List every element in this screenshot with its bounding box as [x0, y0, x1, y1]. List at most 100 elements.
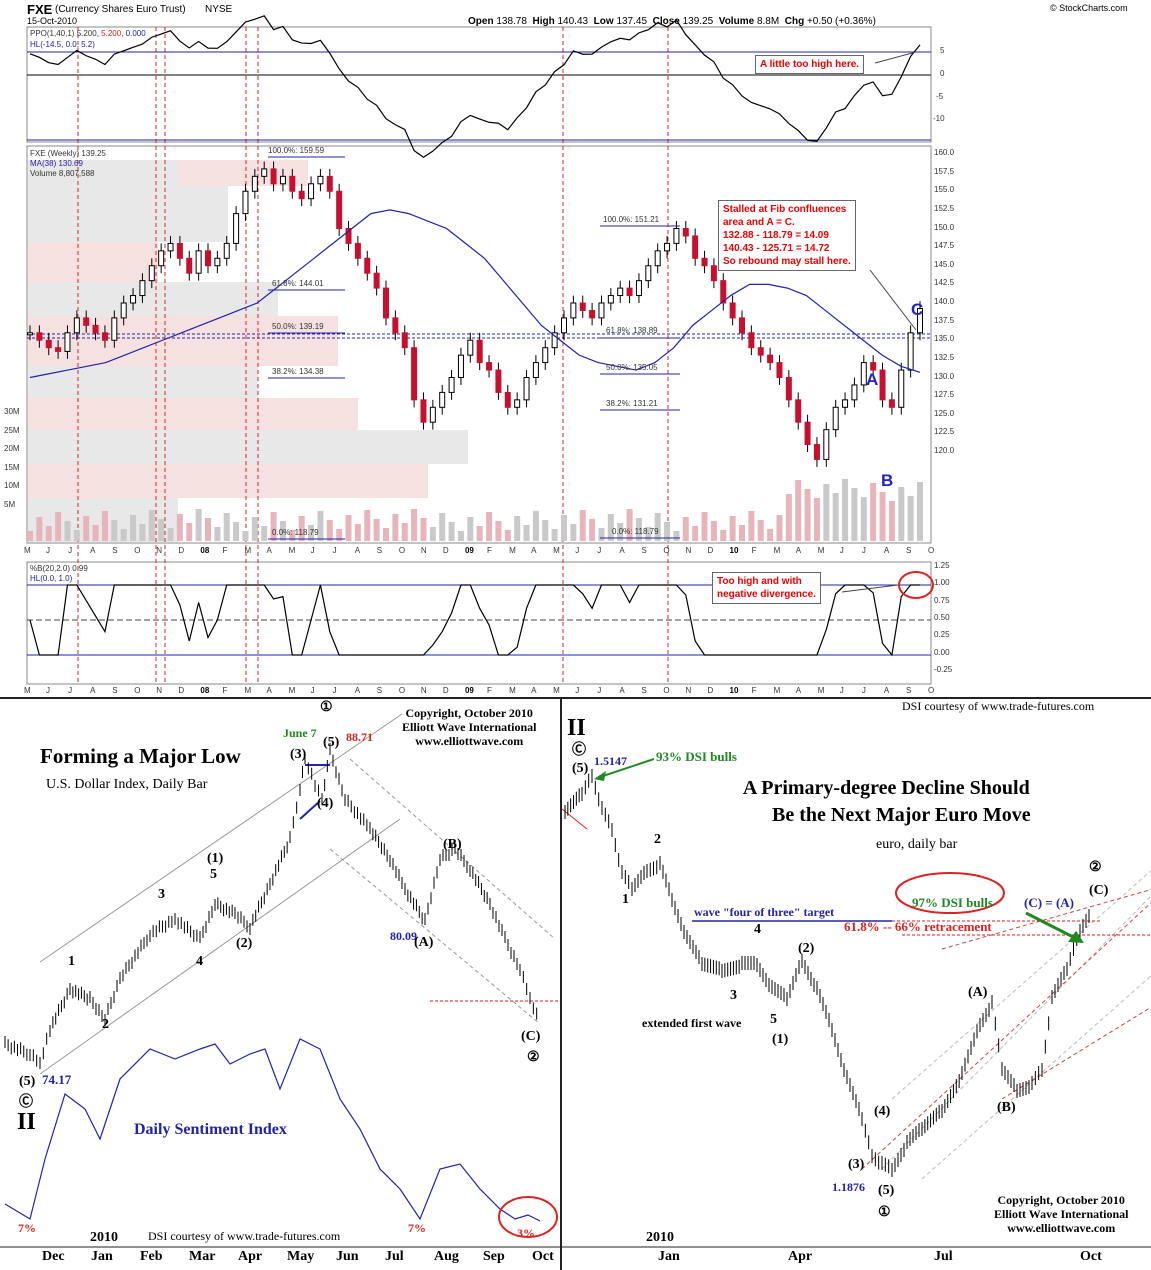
- volume-bar: [317, 511, 324, 541]
- x-tick: J: [597, 546, 602, 555]
- candle-body: [298, 190, 305, 200]
- price-note: Stalled at Fib confluences area and A = …: [718, 200, 856, 271]
- volume-bar: [785, 494, 792, 541]
- euro-wave-label: ②: [1089, 860, 1102, 875]
- volume-bar: [767, 529, 774, 541]
- volume-bar: [411, 509, 418, 541]
- fib1-label: 100.0%: 159.59: [268, 146, 325, 155]
- volume-bar: [729, 516, 736, 541]
- volume-bar: [589, 519, 596, 541]
- x-tick: J: [310, 546, 315, 555]
- candle-body: [570, 302, 577, 319]
- candle-body: [101, 332, 108, 341]
- euro-wave-label: 2: [654, 832, 661, 847]
- candle-body: [917, 308, 923, 334]
- volume-bar: [842, 479, 849, 541]
- volume-tick: 25M: [4, 425, 20, 435]
- x-tick: N: [156, 546, 163, 555]
- volume-bar: [598, 528, 605, 541]
- volume-bar: [429, 527, 436, 541]
- dollar-channel-lines: [39, 713, 403, 1075]
- volume-bar: [710, 521, 717, 541]
- price-tick: 147.5: [934, 241, 955, 251]
- candle-body: [420, 399, 427, 423]
- dollar-x-tick: Aug: [434, 1249, 459, 1264]
- candle-body: [411, 347, 418, 401]
- x-tick: A: [266, 686, 272, 695]
- price-tick: 130.0: [934, 371, 955, 381]
- x-tick: A: [90, 686, 96, 695]
- candle-body: [654, 250, 661, 267]
- candle-body: [888, 399, 895, 408]
- euro-channel-gray: [881, 870, 1151, 1180]
- ppo-tick: -10: [933, 114, 945, 123]
- ppo-panel-frame: [26, 26, 932, 143]
- dollar-wave-label: ①: [320, 700, 333, 715]
- euro-retrace-label: 61.8% -- 66% retracement: [844, 919, 992, 934]
- x-tick: A: [795, 546, 802, 555]
- volume-bar: [251, 517, 258, 541]
- candle-body: [785, 377, 792, 401]
- dollar-wave-label: II: [17, 1109, 36, 1135]
- ohlc-line: Open 138.78 High 140.43 Low 137.45 Close…: [468, 16, 876, 27]
- candle-body: [710, 265, 717, 282]
- candle-body: [429, 406, 436, 423]
- euro-red-mark: [562, 808, 588, 830]
- euro-dsi-circle: [895, 872, 1005, 914]
- candle-body: [167, 242, 174, 252]
- dsi-3pct: 3%: [517, 1226, 535, 1240]
- symbol-name: (Currency Shares Euro Trust): [55, 4, 186, 15]
- price-candles: [27, 161, 923, 467]
- candle-body: [326, 175, 333, 192]
- x-tick: O: [663, 546, 670, 555]
- x-tick: J: [575, 546, 580, 555]
- volume-bar: [364, 510, 371, 541]
- x-tick: A: [619, 686, 625, 695]
- volume-bar: [495, 521, 502, 541]
- dollar-x-tick: Mar: [189, 1249, 216, 1264]
- candle-body: [579, 302, 586, 311]
- volume-bar: [654, 513, 661, 541]
- x-tick: S: [641, 546, 647, 555]
- candle-body: [542, 347, 549, 364]
- volume-bar: [148, 510, 155, 541]
- volume-bar: [682, 517, 689, 541]
- pctb-tick: 0.00: [934, 647, 950, 657]
- euro-wave-label: ①: [878, 1205, 891, 1220]
- volume-bar: [457, 531, 464, 541]
- fib2-label: 61.8%: 138.89: [606, 326, 658, 335]
- x-tick: S: [376, 686, 383, 695]
- fib1-label: 61.8%: 144.01: [272, 279, 324, 288]
- ppo-note-pointer: [874, 51, 917, 64]
- candle-body: [308, 183, 315, 200]
- x-tick: M: [24, 546, 31, 555]
- watermark: © StockCharts.com: [1050, 3, 1128, 13]
- volume-bar: [64, 521, 71, 541]
- fib2-label: 100.0%: 151.21: [603, 215, 660, 224]
- dollar-wave-label: (C): [521, 1029, 541, 1044]
- price-tick: 125.0: [934, 408, 955, 418]
- euro-wave-label: (B): [997, 1100, 1016, 1115]
- volume-bar: [795, 480, 802, 541]
- dollar-wave-label: (3): [290, 747, 307, 762]
- dollar-x-tick: Dec: [42, 1249, 65, 1264]
- x-tick: M: [244, 546, 252, 555]
- june7-label: June 7: [283, 726, 317, 740]
- candle-body: [682, 228, 689, 237]
- candle-body: [130, 295, 137, 304]
- candle-body: [664, 242, 671, 252]
- dsi-7pct-right: 7%: [408, 1221, 426, 1235]
- volume-bar: [739, 525, 745, 541]
- candle-body: [139, 280, 146, 297]
- volume-bar: [635, 518, 642, 541]
- volume-bar: [439, 513, 446, 541]
- candle-body: [907, 332, 914, 371]
- volume-bar: [870, 483, 877, 541]
- x-tick: 09: [464, 686, 474, 695]
- x-tick: A: [883, 546, 890, 555]
- x-tick: J: [575, 686, 580, 695]
- candle-body: [757, 347, 764, 356]
- candle-body: [561, 317, 567, 334]
- ppo-hl-legend: HL(-14.5, 0.0, 5.2): [30, 40, 95, 49]
- ppo-tick: 5: [940, 46, 945, 55]
